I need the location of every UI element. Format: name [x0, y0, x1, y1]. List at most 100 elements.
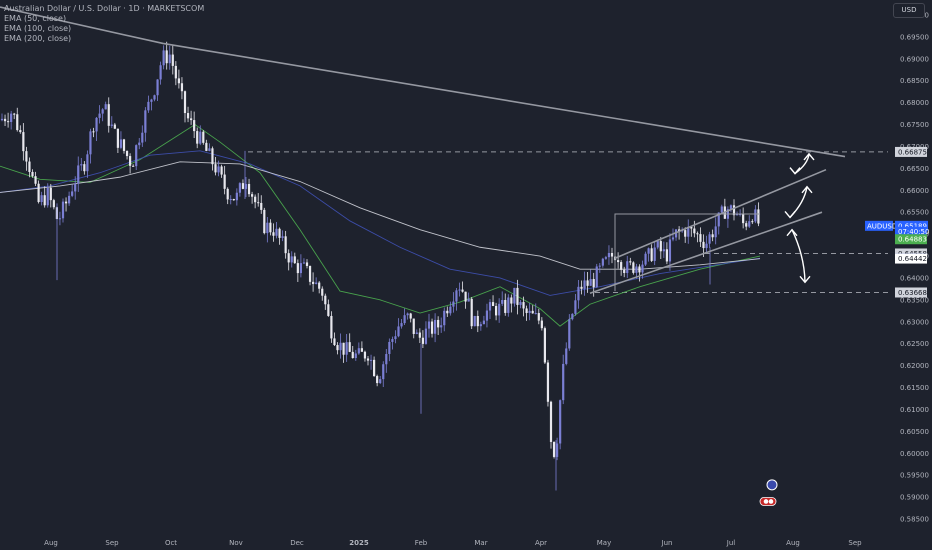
ema-200-line	[0, 161, 761, 270]
candle-body	[574, 300, 577, 314]
price-tag-text: 0.63668	[898, 289, 927, 297]
horizontal-levels	[248, 151, 888, 293]
candle-body	[312, 281, 315, 284]
candle-body	[690, 226, 693, 229]
candle-body	[568, 319, 571, 349]
candle-body	[525, 308, 528, 314]
candle-body	[607, 253, 611, 258]
candle-body	[406, 313, 409, 316]
candle-body	[223, 174, 226, 189]
candle-body	[678, 229, 681, 232]
symbol-tag-bg	[865, 220, 893, 231]
candle-body	[476, 315, 479, 327]
y-tick-label: 0.59500	[900, 472, 929, 480]
candle-body	[263, 209, 266, 234]
candle-body	[257, 202, 260, 204]
candle-body	[318, 282, 321, 289]
candle-body	[610, 253, 614, 257]
candle-body	[183, 91, 187, 114]
candle-body	[589, 279, 592, 286]
candle-body	[583, 280, 586, 289]
legend-ema-100[interactable]: EMA (100, close)	[4, 24, 72, 33]
candle-body	[37, 183, 40, 203]
candle-body	[742, 214, 745, 224]
candle-body	[720, 206, 723, 213]
candle-body	[696, 233, 699, 235]
candle-body	[427, 321, 431, 329]
x-tick-label: Aug	[44, 539, 58, 547]
candle-body	[586, 280, 589, 286]
event-markers	[759, 479, 778, 506]
y-tick-label: 0.69000	[900, 55, 929, 63]
candle-body	[238, 183, 241, 193]
candle-body	[333, 338, 336, 346]
candle-body	[522, 302, 525, 309]
x-tick-label: Jul	[726, 539, 736, 547]
candle-body	[458, 289, 461, 291]
candle-body	[196, 131, 199, 144]
candle-body	[559, 400, 562, 444]
y-tick-label: 0.58500	[900, 516, 929, 524]
candle-body	[665, 249, 668, 262]
candle-body	[449, 306, 452, 314]
candle-body	[141, 132, 144, 143]
candle-body	[434, 319, 437, 334]
drawings	[0, 6, 846, 295]
candle-body	[623, 269, 626, 274]
x-tick-label: Jun	[661, 539, 673, 547]
candle-body	[638, 266, 641, 273]
candle-body	[626, 261, 629, 274]
ema-50-line	[0, 123, 761, 327]
candle-body	[455, 290, 458, 302]
candle-body	[415, 332, 418, 334]
arrow-head	[784, 211, 796, 219]
flag-icon-dot	[768, 499, 774, 504]
candle-body	[220, 166, 223, 175]
candle-body	[284, 236, 287, 254]
candle-body	[385, 354, 388, 365]
currency-button[interactable]: USD	[893, 3, 925, 18]
candle-body	[43, 195, 46, 206]
candle-body	[278, 228, 281, 238]
candle-body	[412, 318, 415, 334]
candle-body	[229, 199, 232, 201]
candle-body	[80, 164, 83, 166]
candle-body	[598, 265, 601, 267]
candle-body	[357, 348, 360, 354]
candle-body	[488, 302, 492, 311]
candle-body	[205, 142, 208, 151]
candle-body	[83, 164, 86, 172]
candle-body	[324, 295, 327, 305]
price-tag-bg	[895, 220, 928, 231]
candle-body	[745, 223, 748, 227]
candle-body	[336, 345, 339, 351]
candle-body	[168, 54, 171, 64]
price-tag-text: 0.66875	[898, 148, 927, 156]
candle-body	[290, 256, 293, 263]
candle-body	[244, 183, 248, 189]
candle-body	[501, 299, 504, 304]
arrow-head	[801, 185, 813, 194]
legend-ema-50[interactable]: EMA (50, close)	[4, 14, 67, 23]
candle-body	[751, 221, 754, 223]
candle-body	[495, 305, 498, 316]
candle-body	[556, 443, 559, 457]
candle-body	[186, 113, 190, 119]
candle-body	[513, 287, 516, 304]
candle-body	[28, 161, 31, 172]
legend-ema-200[interactable]: EMA (200, close)	[4, 34, 72, 43]
candle-body	[150, 99, 153, 102]
y-tick-label: 0.62000	[900, 362, 929, 370]
candle-body	[647, 248, 650, 254]
price-tag-text: 07:40:50	[898, 228, 929, 236]
candle-body	[144, 110, 147, 133]
candle-body	[562, 363, 565, 401]
candle-body	[254, 196, 257, 203]
candle-body	[452, 301, 455, 307]
arrow-head	[799, 275, 811, 284]
y-tick-label: 0.59000	[900, 494, 929, 502]
candle-body	[735, 214, 739, 216]
y-tick-label: 0.68000	[900, 99, 929, 107]
x-tick-label: Nov	[229, 539, 243, 547]
